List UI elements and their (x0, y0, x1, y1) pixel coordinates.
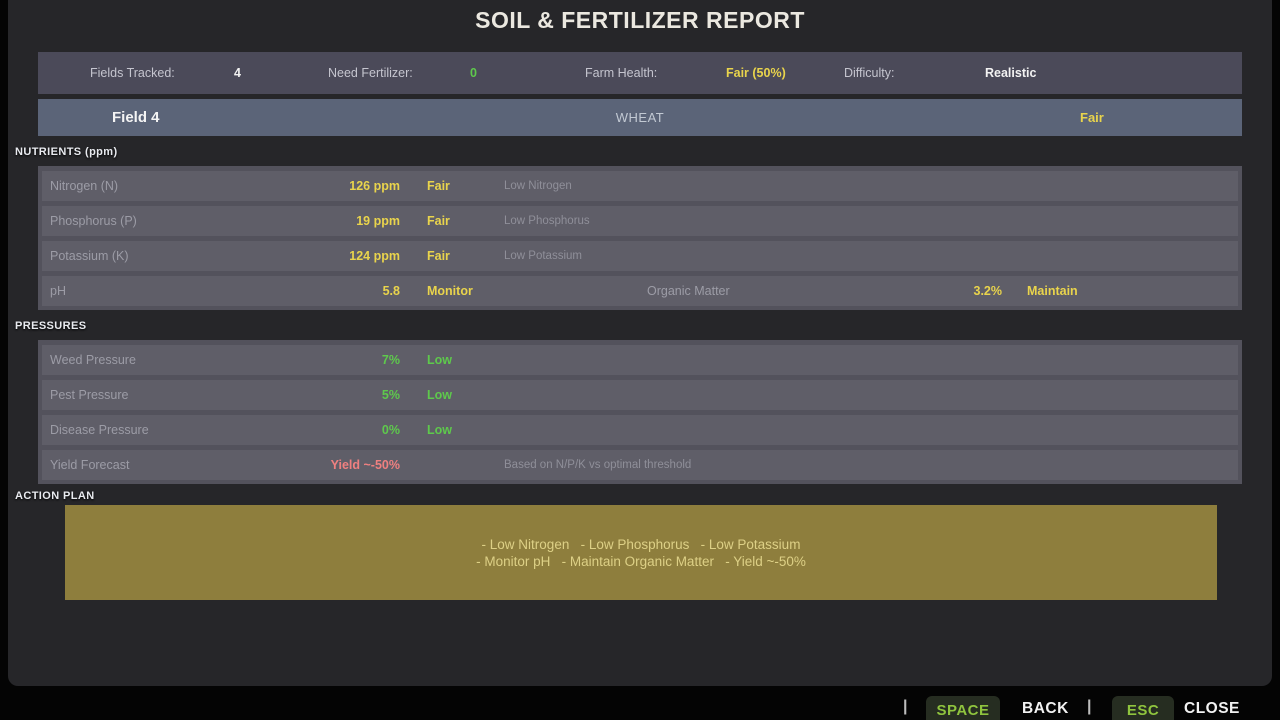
row-label: Phosphorus (P) (50, 214, 137, 228)
yield-forecast-value: Yield ~-50% (330, 458, 400, 472)
row-value: 7% (381, 353, 400, 367)
table-row-nitrogen: Nitrogen (N) 126 ppm Fair Low Nitrogen (42, 171, 1238, 201)
row-note: Low Potassium (504, 250, 582, 262)
row-label: Yield Forecast (50, 458, 130, 472)
row-value: 19 ppm (356, 214, 400, 228)
row-label: Pest Pressure (50, 388, 129, 402)
row-label: Nitrogen (N) (50, 179, 119, 193)
table-row-weed-pressure: Weed Pressure 7% Low (42, 345, 1238, 375)
farm-health-label: Farm Health: (585, 66, 658, 80)
row-label: Weed Pressure (50, 353, 136, 367)
table-row-potassium: Potassium (K) 124 ppm Fair Low Potassium (42, 241, 1238, 271)
report-panel: SOIL & FERTILIZER REPORT Fields Tracked:… (8, 0, 1272, 686)
action-plan-box: - Low Nitrogen - Low Phosphorus - Low Po… (65, 505, 1217, 600)
row-value: 126 ppm (349, 179, 400, 193)
nutrients-section-label: NUTRIENTS (ppm) (15, 146, 118, 158)
nutrients-table: Nitrogen (N) 126 ppm Fair Low Nitrogen P… (38, 166, 1242, 310)
need-fertilizer-value: 0 (470, 66, 477, 80)
row-note: Low Nitrogen (504, 180, 572, 192)
row-status: Fair (427, 214, 450, 228)
row-status: Fair (427, 249, 450, 263)
organic-matter-value: 3.2% (973, 284, 1003, 298)
row-value: 0% (381, 423, 400, 437)
action-plan-section-label: ACTION PLAN (15, 490, 95, 502)
back-button[interactable]: BACK (1022, 700, 1069, 717)
action-plan-line-1: - Low Nitrogen - Low Phosphorus - Low Po… (481, 536, 801, 552)
keybind-divider: | (903, 698, 908, 715)
esc-key-button[interactable]: ESC (1112, 696, 1174, 720)
fields-tracked-value: 4 (234, 66, 241, 80)
field-header-bar[interactable]: Field 4 WHEAT Fair (38, 99, 1242, 136)
farm-health-value: Fair (50%) (726, 66, 786, 80)
close-button[interactable]: CLOSE (1184, 700, 1240, 717)
pressures-section-label: PRESSURES (15, 320, 87, 332)
field-status-badge: Fair (1080, 110, 1104, 125)
row-label: pH (50, 284, 66, 298)
table-row-disease-pressure: Disease Pressure 0% Low (42, 415, 1238, 445)
organic-matter-status: Maintain (1027, 284, 1078, 298)
page-title: SOIL & FERTILIZER REPORT (475, 7, 805, 33)
row-value: 5.8 (382, 284, 400, 298)
table-row-ph: pH 5.8 Monitor Organic Matter 3.2% Maint… (42, 276, 1238, 306)
keybind-hint-bar: | SPACE BACK | ESC CLOSE (0, 694, 1280, 720)
field-name: Field 4 (112, 109, 160, 126)
row-status: Fair (427, 179, 450, 193)
row-status: Monitor (427, 284, 473, 298)
table-row-yield-forecast: Yield Forecast Yield ~-50% Based on N/P/… (42, 450, 1238, 480)
need-fertilizer-label: Need Fertilizer: (328, 66, 413, 80)
row-status: Low (427, 423, 452, 437)
row-status: Low (427, 388, 452, 402)
difficulty-value: Realistic (985, 66, 1037, 80)
farm-stats-bar: Fields Tracked: 4 Need Fertilizer: 0 Far… (38, 52, 1242, 94)
fields-tracked-label: Fields Tracked: (90, 66, 175, 80)
row-note: Based on N/P/K vs optimal threshold (504, 459, 692, 471)
row-note: Low Phosphorus (504, 215, 590, 227)
row-label: Disease Pressure (50, 423, 149, 437)
row-value: 124 ppm (349, 249, 400, 263)
space-key-button[interactable]: SPACE (926, 696, 1000, 720)
difficulty-label: Difficulty: (844, 66, 895, 80)
row-label: Potassium (K) (50, 249, 129, 263)
action-plan-line-2: - Monitor pH - Maintain Organic Matter -… (476, 553, 806, 569)
table-row-pest-pressure: Pest Pressure 5% Low (42, 380, 1238, 410)
row-status: Low (427, 353, 452, 367)
row-value: 5% (381, 388, 400, 402)
organic-matter-label: Organic Matter (647, 284, 730, 298)
keybind-divider: | (1087, 698, 1092, 715)
field-crop: WHEAT (615, 110, 665, 125)
pressures-table: Weed Pressure 7% Low Pest Pressure 5% Lo… (38, 340, 1242, 484)
table-row-phosphorus: Phosphorus (P) 19 ppm Fair Low Phosphoru… (42, 206, 1238, 236)
